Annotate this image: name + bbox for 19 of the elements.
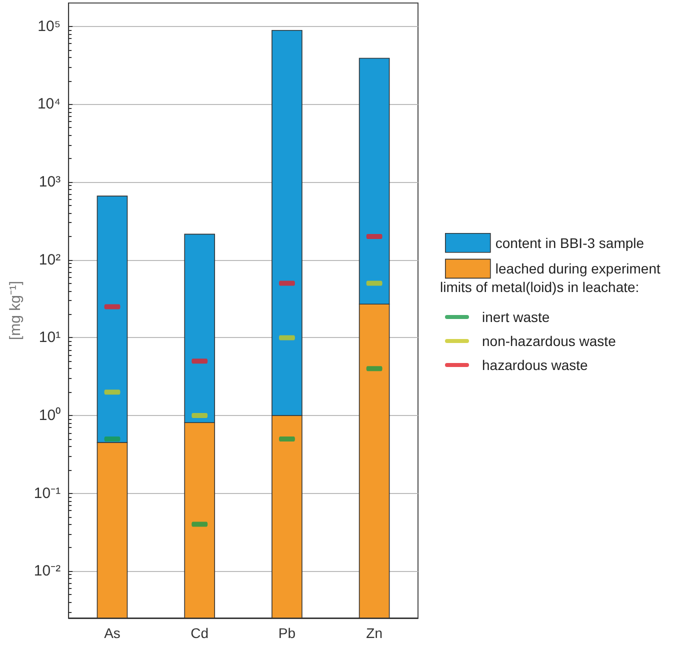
y-tick-label: 10⁻¹ [34,484,61,502]
x-tick-label: As [104,625,120,641]
y-tick-label: 10⁴ [37,96,61,113]
x-tick-label: Zn [366,625,382,641]
y-tick-label: 10⁵ [38,18,61,35]
legend-label: leached during experiment [495,260,661,277]
x-tick-label: Pb [278,625,296,641]
y-tick-label: 10³ [38,174,61,191]
y-axis-title: [mg kg⁻¹] [7,280,24,340]
y-tick-label: 10⁰ [38,407,61,424]
legend-label: non-hazardous waste [482,333,616,349]
y-tick-label: 10¹ [38,329,61,346]
y-tick-label: 10² [38,251,61,268]
text: limits of metal(loid)s in leachate: [440,279,640,295]
legend-label: hazardous waste [482,357,588,373]
legend-label: inert waste [482,309,550,325]
legend-label: content in BBI-3 sample [495,234,644,251]
y-tick-label: 10⁻² [34,562,61,580]
x-tick-label: Cd [190,625,209,641]
